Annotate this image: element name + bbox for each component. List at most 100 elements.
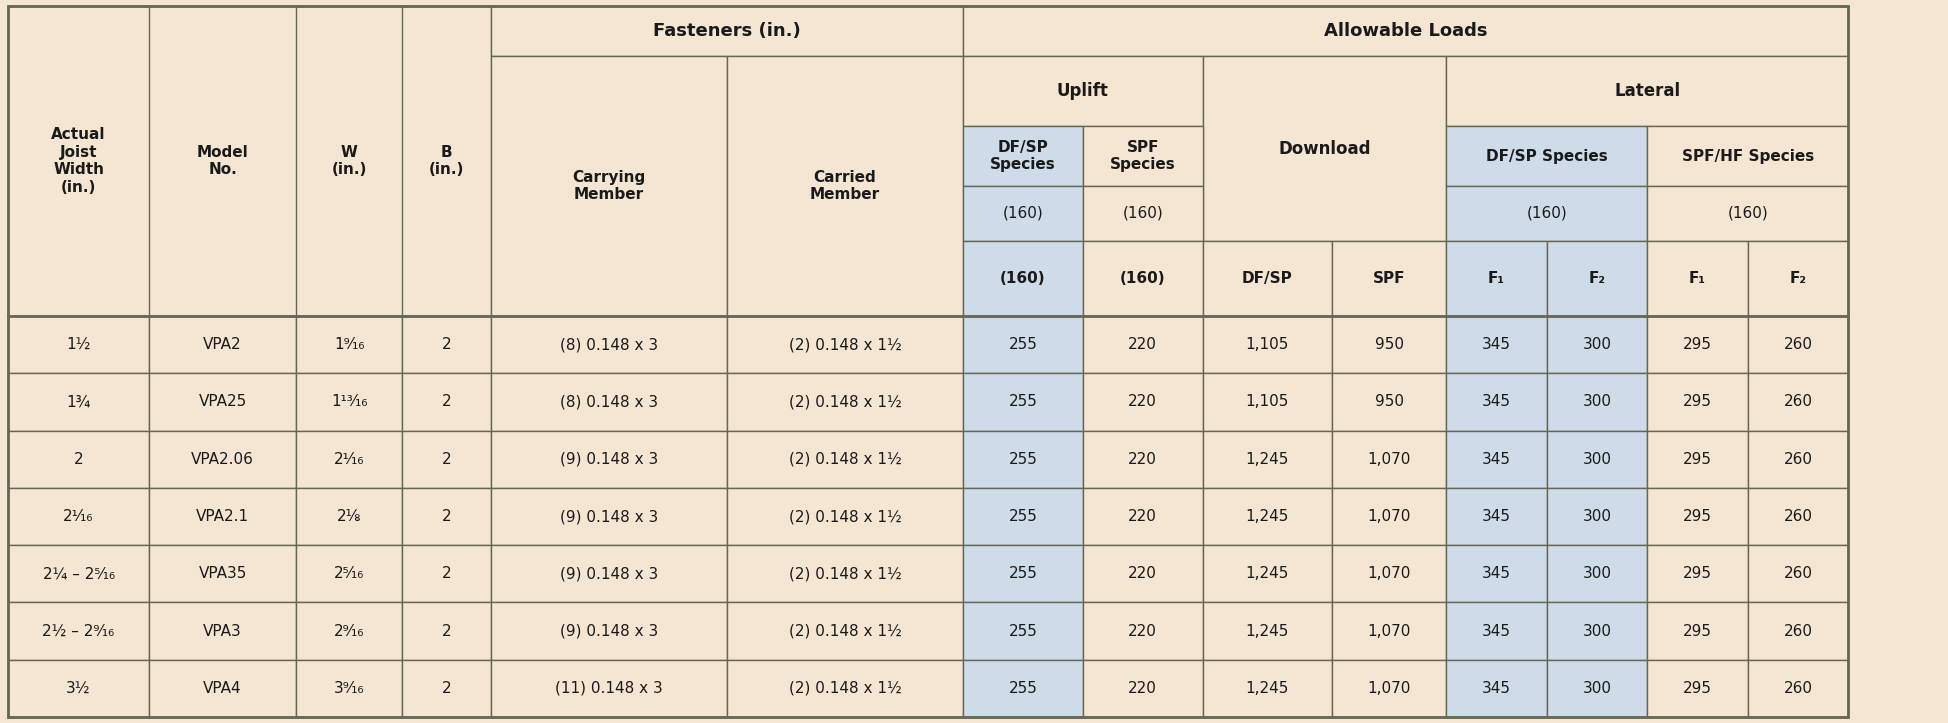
Bar xyxy=(401,373,491,431)
Bar xyxy=(1083,545,1202,602)
Text: (2) 0.148 x 1½: (2) 0.148 x 1½ xyxy=(789,395,900,409)
Text: 295: 295 xyxy=(1681,395,1710,409)
Bar xyxy=(150,602,296,659)
Text: 220: 220 xyxy=(1128,395,1157,409)
Text: 220: 220 xyxy=(1128,566,1157,581)
Text: 950: 950 xyxy=(1373,395,1403,409)
Bar xyxy=(1747,316,1847,373)
Text: 255: 255 xyxy=(1007,509,1036,524)
Text: 300: 300 xyxy=(1582,509,1611,524)
Text: 260: 260 xyxy=(1782,337,1812,352)
Text: (2) 0.148 x 1½: (2) 0.148 x 1½ xyxy=(789,566,900,581)
Bar xyxy=(962,602,1083,659)
Text: 260: 260 xyxy=(1782,566,1812,581)
Text: VPA25: VPA25 xyxy=(199,395,247,409)
Text: 1⁹⁄₁₆: 1⁹⁄₁₆ xyxy=(333,337,364,352)
Bar xyxy=(1445,373,1547,431)
Bar xyxy=(1445,488,1547,545)
Bar xyxy=(1747,488,1847,545)
Bar xyxy=(1330,316,1445,373)
Bar xyxy=(727,545,962,602)
Text: 2: 2 xyxy=(442,509,452,524)
Bar xyxy=(1646,241,1747,316)
Bar xyxy=(150,373,296,431)
Text: DF/SP Species: DF/SP Species xyxy=(1484,148,1607,163)
Text: 1¹³⁄₁₆: 1¹³⁄₁₆ xyxy=(331,395,366,409)
Bar xyxy=(1202,488,1330,545)
Text: 255: 255 xyxy=(1007,452,1036,467)
Bar xyxy=(1330,373,1445,431)
Bar xyxy=(1646,126,1847,186)
Text: 2: 2 xyxy=(442,566,452,581)
Bar xyxy=(962,56,1202,126)
Text: 2: 2 xyxy=(442,452,452,467)
Text: 1,070: 1,070 xyxy=(1367,623,1410,638)
Text: 260: 260 xyxy=(1782,509,1812,524)
Text: 1,245: 1,245 xyxy=(1245,566,1288,581)
Bar xyxy=(727,602,962,659)
Bar xyxy=(8,431,150,488)
Text: 260: 260 xyxy=(1782,452,1812,467)
Bar xyxy=(962,6,1847,56)
Bar xyxy=(1646,602,1747,659)
Text: 2¹⁄₁₆: 2¹⁄₁₆ xyxy=(333,452,364,467)
Bar xyxy=(1747,241,1847,316)
Bar xyxy=(962,545,1083,602)
Bar xyxy=(1646,373,1747,431)
Bar xyxy=(1202,545,1330,602)
Bar xyxy=(296,659,401,717)
Bar xyxy=(962,373,1083,431)
Text: 1,105: 1,105 xyxy=(1245,337,1288,352)
Text: 2: 2 xyxy=(74,452,84,467)
Text: 220: 220 xyxy=(1128,337,1157,352)
Bar xyxy=(1747,545,1847,602)
Bar xyxy=(962,241,1083,316)
Bar xyxy=(491,602,727,659)
Bar xyxy=(491,56,727,316)
Text: 1,070: 1,070 xyxy=(1367,452,1410,467)
Bar xyxy=(1330,431,1445,488)
Text: 220: 220 xyxy=(1128,509,1157,524)
Text: 2: 2 xyxy=(442,337,452,352)
Bar xyxy=(150,659,296,717)
Text: Actual
Joist
Width
(in.): Actual Joist Width (in.) xyxy=(51,127,105,194)
Text: VPA35: VPA35 xyxy=(199,566,247,581)
Text: B
(in.): B (in.) xyxy=(429,145,464,177)
Bar xyxy=(1445,602,1547,659)
Bar xyxy=(727,373,962,431)
Bar xyxy=(491,373,727,431)
Bar xyxy=(1202,241,1330,316)
Bar xyxy=(1083,186,1202,241)
Text: DF/SP: DF/SP xyxy=(1241,271,1292,286)
Bar xyxy=(1083,126,1202,186)
Text: 300: 300 xyxy=(1582,681,1611,696)
Text: (8) 0.148 x 3: (8) 0.148 x 3 xyxy=(559,337,658,352)
Bar xyxy=(727,659,962,717)
Bar xyxy=(491,6,962,56)
Bar xyxy=(1202,659,1330,717)
Text: 1,245: 1,245 xyxy=(1245,681,1288,696)
Text: 2⁵⁄₁₆: 2⁵⁄₁₆ xyxy=(333,566,364,581)
Text: F₂: F₂ xyxy=(1788,271,1806,286)
Bar xyxy=(1646,488,1747,545)
Text: 220: 220 xyxy=(1128,681,1157,696)
Text: 345: 345 xyxy=(1480,509,1510,524)
Text: 3⁹⁄₁₆: 3⁹⁄₁₆ xyxy=(333,681,364,696)
Bar xyxy=(296,545,401,602)
Text: 1,105: 1,105 xyxy=(1245,395,1288,409)
Bar xyxy=(1547,602,1646,659)
Bar xyxy=(1445,431,1547,488)
Bar xyxy=(1445,56,1847,126)
Text: 300: 300 xyxy=(1582,566,1611,581)
Bar xyxy=(1202,56,1445,241)
Text: (160): (160) xyxy=(1001,206,1042,221)
Text: VPA2: VPA2 xyxy=(203,337,242,352)
Text: VPA2.1: VPA2.1 xyxy=(197,509,249,524)
Text: DF/SP
Species: DF/SP Species xyxy=(990,140,1056,172)
Text: 300: 300 xyxy=(1582,623,1611,638)
Text: 950: 950 xyxy=(1373,337,1403,352)
Bar xyxy=(1445,545,1547,602)
Text: 295: 295 xyxy=(1681,566,1710,581)
Text: 2⅛: 2⅛ xyxy=(337,509,360,524)
Bar xyxy=(401,316,491,373)
